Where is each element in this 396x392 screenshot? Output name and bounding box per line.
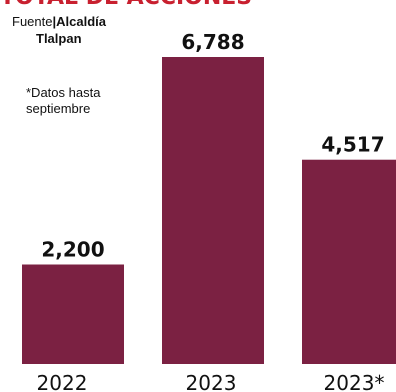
category-label: 2023 <box>186 371 237 392</box>
value-label: 2,200 <box>41 238 104 262</box>
source-name-line1: Alcaldía <box>56 14 107 29</box>
bars-group <box>22 57 396 364</box>
bar-2023-star <box>302 159 396 364</box>
bar-2023 <box>162 57 264 364</box>
note-line2: septiembre <box>26 101 90 116</box>
value-label: 4,517 <box>321 133 384 157</box>
category-labels-group: 2022 2023 2023* <box>37 371 385 392</box>
bar-2022 <box>22 264 124 364</box>
category-label: 2022 <box>37 371 88 392</box>
source-separator: | <box>52 14 56 29</box>
category-label: 2023* <box>324 371 385 392</box>
source-name-line2: Tlalpan <box>36 31 82 46</box>
source-prefix: Fuente <box>12 14 52 29</box>
value-label: 6,788 <box>181 30 244 54</box>
note-line1: *Datos hasta <box>26 85 101 100</box>
source-label: Fuente|Alcaldía <box>12 14 107 29</box>
chart-title: TOTAL DE ACCIONES <box>0 0 252 10</box>
value-labels-group: 2,200 6,788 4,517 <box>41 30 384 262</box>
